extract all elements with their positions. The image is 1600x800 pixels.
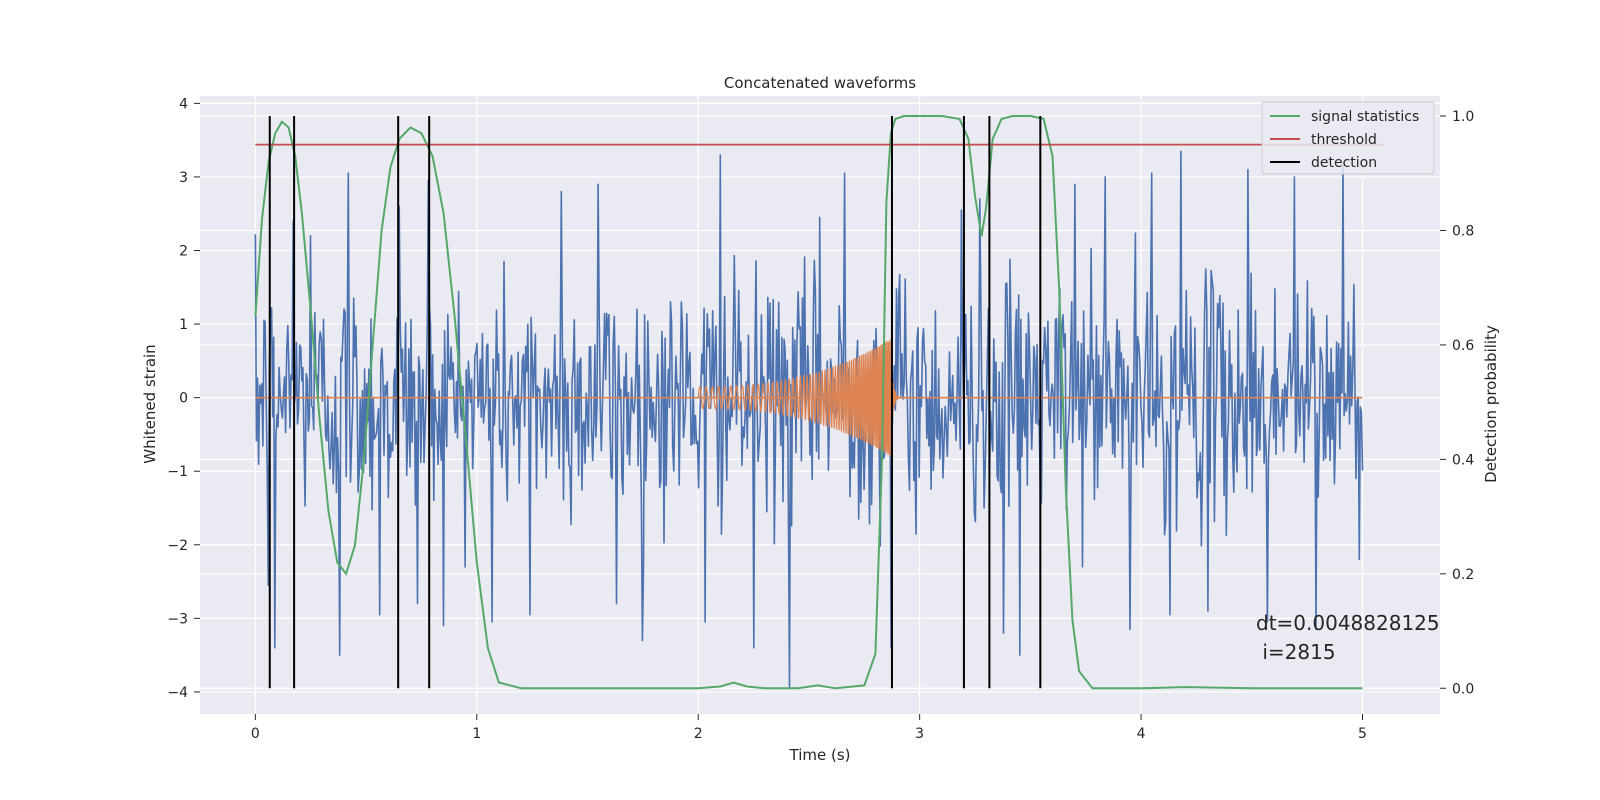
y-tick-label: 4 <box>179 96 188 112</box>
x-tick-label: 3 <box>915 726 924 742</box>
x-axis-label: Time (s) <box>789 746 851 764</box>
legend-label-detection: detection <box>1311 155 1377 171</box>
y2-tick-label: 0.0 <box>1452 681 1474 697</box>
legend-box <box>1261 101 1435 175</box>
legend-label-threshold: threshold <box>1311 132 1377 148</box>
y-tick-label: 3 <box>179 170 188 186</box>
y-tick-label: 1 <box>179 317 188 333</box>
x-tick-label: 2 <box>694 726 703 742</box>
y2-axis-label: Detection probability <box>1482 325 1500 483</box>
detection-lines <box>268 116 1042 689</box>
legend-label-signal-statistics: signal statistics <box>1311 109 1419 125</box>
y2-tick-label: 0.4 <box>1452 452 1474 468</box>
x-tick-label: 4 <box>1137 726 1146 742</box>
whitened-strain-line <box>254 150 1364 690</box>
chart-title: Concatenated waveforms <box>724 74 916 92</box>
x-tick-label: 1 <box>472 726 481 742</box>
y2-tick-label: 0.8 <box>1452 223 1474 239</box>
y-tick-label: −3 <box>167 611 188 627</box>
legend: signal statistics threshold detection <box>1261 101 1435 175</box>
injected-chirp-line <box>697 339 901 457</box>
y-axis-label: Whitened strain <box>141 344 159 463</box>
y2-tick-label: 0.6 <box>1452 338 1474 354</box>
y-tick-label: −2 <box>167 538 188 554</box>
signal-statistics-line <box>254 115 1363 690</box>
y2-tick-label: 1.0 <box>1452 109 1474 125</box>
annotation-dt: dt=0.0048828125 <box>1256 611 1440 635</box>
y-tick-label: 0 <box>179 391 188 407</box>
annotation-index: i=2815 <box>1256 640 1336 664</box>
y-tick-label: −4 <box>167 685 188 701</box>
x-tick-label: 5 <box>1358 726 1367 742</box>
y-tick-label: −1 <box>167 464 188 480</box>
y2-tick-label: 0.2 <box>1452 567 1474 583</box>
axes-ticks: 0 1 2 3 4 5 −4 −3 −2 −1 0 1 2 3 4 0.0 0.2 0.4 0.6 0.8 1.0 <box>167 96 1474 742</box>
y-tick-label: 2 <box>179 244 188 260</box>
x-tick-label: 0 <box>251 726 260 742</box>
